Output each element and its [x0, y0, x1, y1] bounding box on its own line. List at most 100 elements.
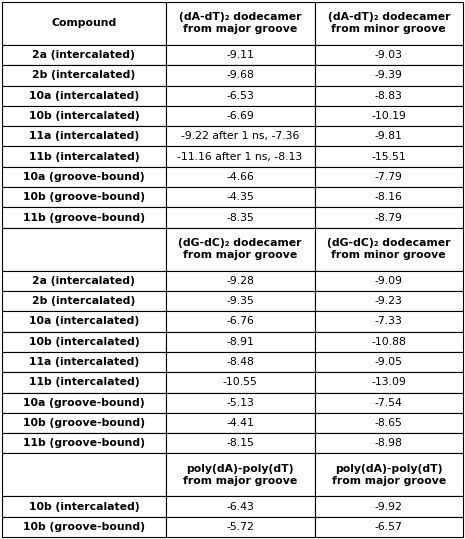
Bar [2, 65, 166, 86]
Text: poly(dA)-poly(dT)
from major groove: poly(dA)-poly(dT) from major groove [183, 464, 297, 486]
Bar [2, 413, 166, 433]
Bar [166, 433, 314, 453]
Text: (dA-dT)₂ dodecamer
from major groove: (dA-dT)₂ dodecamer from major groove [179, 12, 301, 34]
Text: -8.91: -8.91 [226, 337, 254, 347]
Bar [166, 2, 314, 45]
Bar [314, 208, 463, 228]
Bar [314, 187, 463, 208]
Bar [314, 2, 463, 45]
Bar [166, 291, 314, 311]
Bar [314, 65, 463, 86]
Text: -13.09: -13.09 [372, 377, 406, 388]
Text: -8.35: -8.35 [226, 212, 254, 223]
Bar [314, 311, 463, 331]
Bar [314, 291, 463, 311]
Bar [2, 2, 166, 45]
Text: -8.15: -8.15 [226, 438, 254, 448]
Bar [166, 453, 314, 496]
Text: 10a (intercalated): 10a (intercalated) [29, 316, 139, 327]
Bar [314, 392, 463, 413]
Bar [166, 86, 314, 106]
Text: 11b (groove-bound): 11b (groove-bound) [23, 438, 145, 448]
Bar [314, 45, 463, 65]
Bar [314, 228, 463, 271]
Text: (dA-dT)₂ dodecamer
from minor groove: (dA-dT)₂ dodecamer from minor groove [327, 12, 450, 34]
Bar [2, 517, 166, 537]
Text: 10b (intercalated): 10b (intercalated) [28, 337, 139, 347]
Text: 10a (groove-bound): 10a (groove-bound) [23, 398, 145, 407]
Bar [314, 126, 463, 147]
Bar [314, 167, 463, 187]
Bar [166, 167, 314, 187]
Bar [2, 453, 166, 496]
Text: 10b (groove-bound): 10b (groove-bound) [23, 522, 145, 532]
Text: (dG-dC)₂ dodecamer
from major groove: (dG-dC)₂ dodecamer from major groove [179, 238, 302, 260]
Text: -8.83: -8.83 [375, 91, 403, 101]
Bar [166, 65, 314, 86]
Bar [314, 147, 463, 167]
Text: -6.43: -6.43 [226, 501, 254, 512]
Text: -8.16: -8.16 [375, 192, 403, 202]
Text: -9.35: -9.35 [226, 296, 254, 306]
Bar [2, 352, 166, 372]
Bar [2, 86, 166, 106]
Text: -7.54: -7.54 [375, 398, 403, 407]
Text: -11.16 after 1 ns, -8.13: -11.16 after 1 ns, -8.13 [178, 151, 303, 162]
Bar [2, 331, 166, 352]
Text: -5.13: -5.13 [226, 398, 254, 407]
Text: -9.92: -9.92 [375, 501, 403, 512]
Bar [314, 496, 463, 517]
Bar [166, 352, 314, 372]
Text: -9.39: -9.39 [375, 71, 403, 80]
Text: -9.03: -9.03 [375, 50, 403, 60]
Text: -10.19: -10.19 [372, 111, 406, 121]
Text: -8.98: -8.98 [375, 438, 403, 448]
Bar [166, 496, 314, 517]
Bar [166, 106, 314, 126]
Bar [2, 496, 166, 517]
Bar [314, 453, 463, 496]
Bar [2, 208, 166, 228]
Bar [314, 517, 463, 537]
Text: -9.22 after 1 ns, -7.36: -9.22 after 1 ns, -7.36 [181, 132, 299, 141]
Text: 10a (intercalated): 10a (intercalated) [29, 91, 139, 101]
Bar [2, 126, 166, 147]
Bar [2, 106, 166, 126]
Bar [314, 352, 463, 372]
Bar [166, 311, 314, 331]
Text: -9.11: -9.11 [226, 50, 254, 60]
Text: -10.55: -10.55 [223, 377, 258, 388]
Text: -9.81: -9.81 [375, 132, 403, 141]
Bar [2, 271, 166, 291]
Bar [314, 413, 463, 433]
Text: -6.57: -6.57 [375, 522, 403, 532]
Bar [314, 372, 463, 392]
Bar [166, 331, 314, 352]
Text: 10b (intercalated): 10b (intercalated) [28, 111, 139, 121]
Text: 11b (intercalated): 11b (intercalated) [28, 377, 139, 388]
Text: 10b (intercalated): 10b (intercalated) [28, 501, 139, 512]
Text: -5.72: -5.72 [226, 522, 254, 532]
Bar [166, 271, 314, 291]
Bar [2, 228, 166, 271]
Text: -8.79: -8.79 [375, 212, 403, 223]
Bar [166, 392, 314, 413]
Text: 11a (intercalated): 11a (intercalated) [29, 357, 139, 367]
Text: 10a (groove-bound): 10a (groove-bound) [23, 172, 145, 182]
Text: -8.65: -8.65 [375, 418, 403, 428]
Text: -7.33: -7.33 [375, 316, 403, 327]
Bar [314, 271, 463, 291]
Bar [166, 208, 314, 228]
Bar [2, 291, 166, 311]
Bar [166, 45, 314, 65]
Bar [314, 106, 463, 126]
Text: -4.66: -4.66 [226, 172, 254, 182]
Text: -9.28: -9.28 [226, 276, 254, 286]
Bar [2, 167, 166, 187]
Text: 2a (intercalated): 2a (intercalated) [33, 50, 135, 60]
Bar [166, 126, 314, 147]
Text: 11b (intercalated): 11b (intercalated) [28, 151, 139, 162]
Text: -6.76: -6.76 [226, 316, 254, 327]
Bar [166, 372, 314, 392]
Bar [2, 187, 166, 208]
